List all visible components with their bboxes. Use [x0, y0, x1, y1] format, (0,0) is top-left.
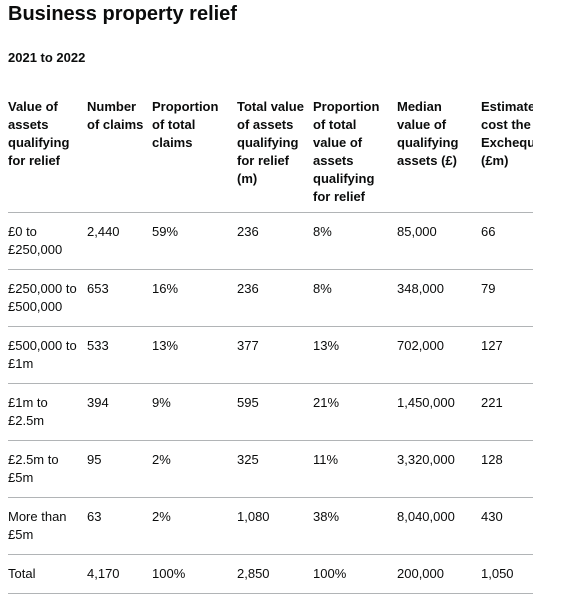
table-cell: 11% [313, 440, 397, 498]
table-row: £1m to £2.5m 394 9% 595 21% 1,450,000 221 [8, 383, 533, 441]
column-header: Value of assets qualifying for relief [8, 96, 87, 213]
table-cell: 128 [481, 440, 533, 498]
table-body: £0 to £250,000 2,440 59% 236 8% 85,000 66 £250,… [8, 212, 533, 594]
table-cell: 95 [87, 440, 152, 498]
column-header: Total value of assets qualifying for rel… [237, 96, 313, 213]
table-cell: £500,000 to £1m [8, 326, 87, 384]
table-cell: 221 [481, 383, 533, 441]
table-cell: 2% [152, 497, 237, 555]
table-cell: 348,000 [397, 269, 481, 327]
table-cell: 100% [313, 554, 397, 594]
column-header: Number of claims [87, 96, 152, 213]
table-cell: 595 [237, 383, 313, 441]
table-cell: 100% [152, 554, 237, 594]
table-cell: Total [8, 554, 87, 594]
table-cell: £250,000 to £500,000 [8, 269, 87, 327]
table-cell: 85,000 [397, 212, 481, 270]
table-cell: 63 [87, 497, 152, 555]
table-cell: 653 [87, 269, 152, 327]
table-cell: 79 [481, 269, 533, 327]
table-cell: 38% [313, 497, 397, 555]
table-cell: 2,850 [237, 554, 313, 594]
page-title: Business property relief [8, 3, 237, 25]
table-cell: 394 [87, 383, 152, 441]
table-cell: 1,050 [481, 554, 533, 594]
table-cell: £2.5m to £5m [8, 440, 87, 498]
table-cell: 533 [87, 326, 152, 384]
column-header: Median value of qualifying assets (£) [397, 96, 481, 213]
table-cell: 377 [237, 326, 313, 384]
table-cell: 13% [313, 326, 397, 384]
table-cell: 13% [152, 326, 237, 384]
subtitle: 2021 to 2022 [8, 50, 86, 65]
table-cell: 21% [313, 383, 397, 441]
header-row: Value of assets qualifying for relief Num… [8, 96, 533, 213]
table-cell: 59% [152, 212, 237, 270]
table-cell: 2% [152, 440, 237, 498]
table-row: Total 4,170 100% 2,850 100% 200,000 1,050 [8, 554, 533, 594]
table-cell: 325 [237, 440, 313, 498]
column-header: Proportion of total claims [152, 96, 237, 213]
table-cell: 2,440 [87, 212, 152, 270]
table-cell: 16% [152, 269, 237, 327]
table-cell: 1,450,000 [397, 383, 481, 441]
table-cell: 430 [481, 497, 533, 555]
table-cell: 236 [237, 212, 313, 270]
table-cell: £0 to £250,000 [8, 212, 87, 270]
data-table: Value of assets qualifying for relief Num… [8, 96, 533, 594]
table-container: Value of assets qualifying for relief Num… [8, 96, 533, 594]
column-header: Proportion of total value of assets qual… [313, 96, 397, 213]
table-cell: 8,040,000 [397, 497, 481, 555]
table-row: More than £5m 63 2% 1,080 38% 8,040,000 430 [8, 497, 533, 555]
table-row: £500,000 to £1m 533 13% 377 13% 702,000 127 [8, 326, 533, 384]
table-cell: More than £5m [8, 497, 87, 555]
table-cell: 4,170 [87, 554, 152, 594]
table-row: £250,000 to £500,000 653 16% 236 8% 348,000 79 [8, 269, 533, 327]
table-cell: 8% [313, 212, 397, 270]
table-cell: 1,080 [237, 497, 313, 555]
table-cell: £1m to £2.5m [8, 383, 87, 441]
table-cell: 9% [152, 383, 237, 441]
table-cell: 702,000 [397, 326, 481, 384]
table-row: £2.5m to £5m 95 2% 325 11% 3,320,000 128 [8, 440, 533, 498]
table-cell: 236 [237, 269, 313, 327]
table-cell: 127 [481, 326, 533, 384]
table-row: £0 to £250,000 2,440 59% 236 8% 85,000 66 [8, 212, 533, 270]
table-cell: 66 [481, 212, 533, 270]
table-cell: 8% [313, 269, 397, 327]
column-header: Estimate tax cost the Exchequ (£m) [481, 96, 533, 213]
table-cell: 200,000 [397, 554, 481, 594]
table-cell: 3,320,000 [397, 440, 481, 498]
